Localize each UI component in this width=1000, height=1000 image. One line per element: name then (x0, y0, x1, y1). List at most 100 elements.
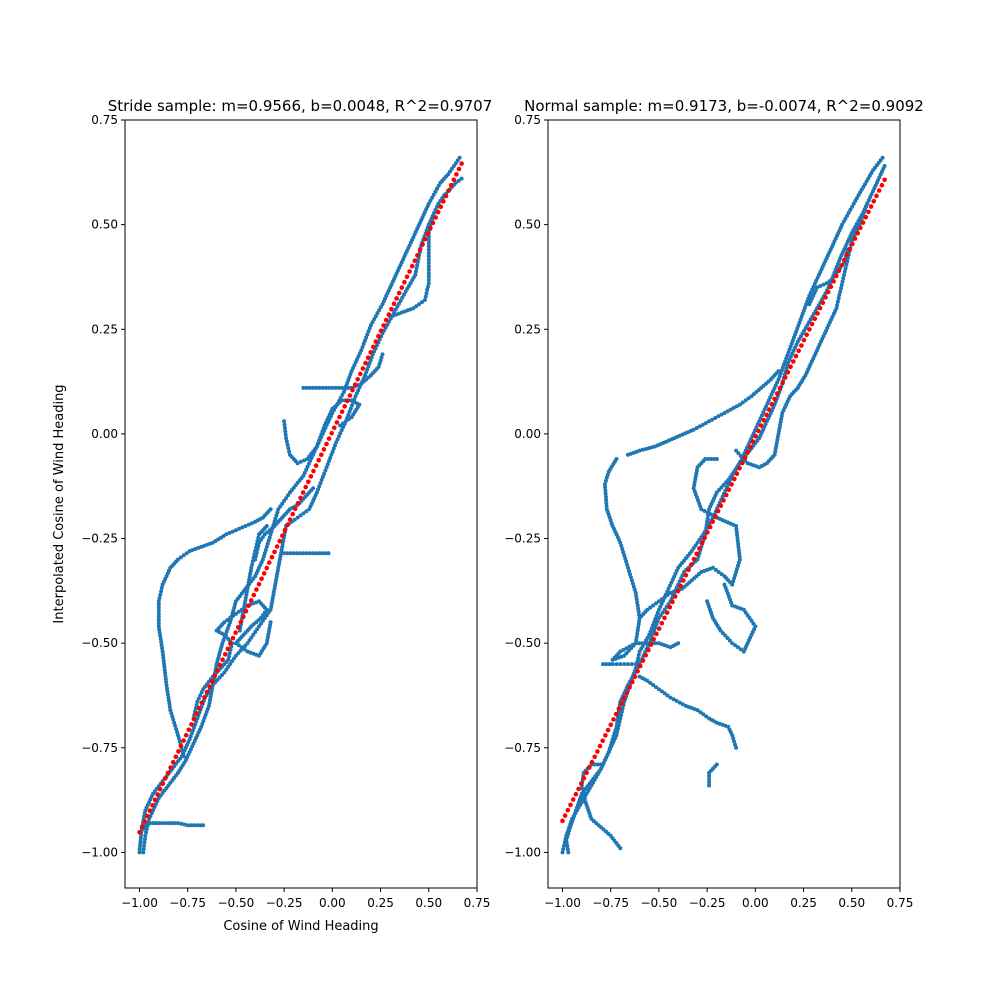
data-point (631, 584, 636, 589)
data-point (731, 405, 736, 410)
data-point (224, 629, 229, 634)
data-point (749, 618, 754, 623)
data-point (791, 348, 796, 353)
data-point (845, 213, 850, 218)
fit-point (290, 511, 296, 517)
data-point (263, 548, 268, 552)
data-point (606, 469, 611, 474)
data-point (250, 521, 254, 526)
fit-point (597, 743, 603, 749)
data-point (722, 411, 727, 415)
data-point (260, 535, 265, 540)
data-point (195, 716, 200, 721)
data-point (161, 655, 166, 660)
data-point (632, 587, 637, 592)
fit-point (204, 689, 210, 695)
fit-point (277, 538, 283, 544)
data-point (694, 495, 699, 500)
fit-point (150, 803, 155, 808)
data-point (295, 461, 300, 466)
data-point (285, 551, 290, 556)
data-point (264, 524, 269, 528)
data-point (603, 485, 608, 490)
data-point (604, 475, 609, 480)
data-point (634, 597, 639, 602)
data-point (305, 464, 310, 469)
data-point (567, 828, 572, 833)
data-point (798, 317, 803, 322)
data-point (156, 602, 161, 607)
data-point (161, 658, 166, 663)
fit-point (165, 770, 171, 776)
data-point (720, 494, 725, 499)
data-point (247, 638, 252, 643)
data-point (635, 603, 640, 608)
data-point (667, 583, 672, 588)
data-point (233, 611, 238, 616)
data-point (637, 619, 642, 624)
data-point (165, 686, 169, 691)
data-point (448, 169, 452, 174)
data-point (320, 385, 325, 390)
data-point (227, 623, 231, 628)
data-point (436, 183, 441, 188)
data-point (169, 821, 174, 826)
data-point (160, 821, 164, 826)
data-point (613, 728, 618, 732)
data-point (343, 419, 348, 424)
fit-point (360, 366, 366, 371)
data-point (362, 338, 367, 343)
data-point (237, 526, 242, 531)
data-point (637, 674, 642, 679)
data-point (198, 693, 203, 698)
fit-point (308, 474, 314, 479)
fit-point (646, 647, 651, 653)
fit-point (225, 646, 231, 652)
fit-point (282, 528, 288, 533)
data-point (231, 614, 235, 618)
x-axis-label: Cosine of Wind Heading (223, 919, 378, 934)
data-point (276, 565, 281, 570)
data-point (240, 525, 245, 530)
data-point (156, 608, 161, 613)
data-point (440, 196, 445, 201)
data-point (163, 821, 168, 826)
data-point (704, 526, 709, 531)
data-point (774, 443, 779, 448)
data-point (665, 693, 670, 698)
data-point (253, 549, 258, 554)
data-point (215, 659, 220, 664)
fit-point (772, 396, 777, 402)
data-point (379, 355, 384, 360)
fit-point (168, 765, 173, 770)
data-point (787, 357, 792, 362)
data-point (697, 537, 702, 542)
fit-point (248, 598, 254, 603)
data-point (728, 597, 732, 602)
fit-point (678, 583, 683, 589)
data-point (713, 416, 718, 420)
data-point (746, 396, 751, 401)
data-point (250, 562, 255, 567)
data-point (626, 662, 630, 667)
data-point (750, 434, 755, 439)
data-point (233, 641, 238, 646)
data-point (227, 654, 231, 659)
fit-point (300, 490, 306, 495)
data-point (341, 421, 345, 426)
data-point (604, 662, 609, 667)
data-point (599, 762, 603, 767)
data-point (426, 237, 431, 242)
data-point (163, 673, 168, 678)
fit-point (280, 533, 285, 538)
data-point (311, 551, 316, 556)
data-point (610, 662, 615, 667)
data-point (818, 284, 823, 288)
fit-point (632, 674, 638, 679)
data-point (769, 392, 774, 397)
data-point (298, 459, 303, 464)
fit-point (753, 434, 758, 439)
data-point (201, 823, 206, 828)
data-point (709, 457, 713, 461)
data-point (224, 532, 229, 537)
